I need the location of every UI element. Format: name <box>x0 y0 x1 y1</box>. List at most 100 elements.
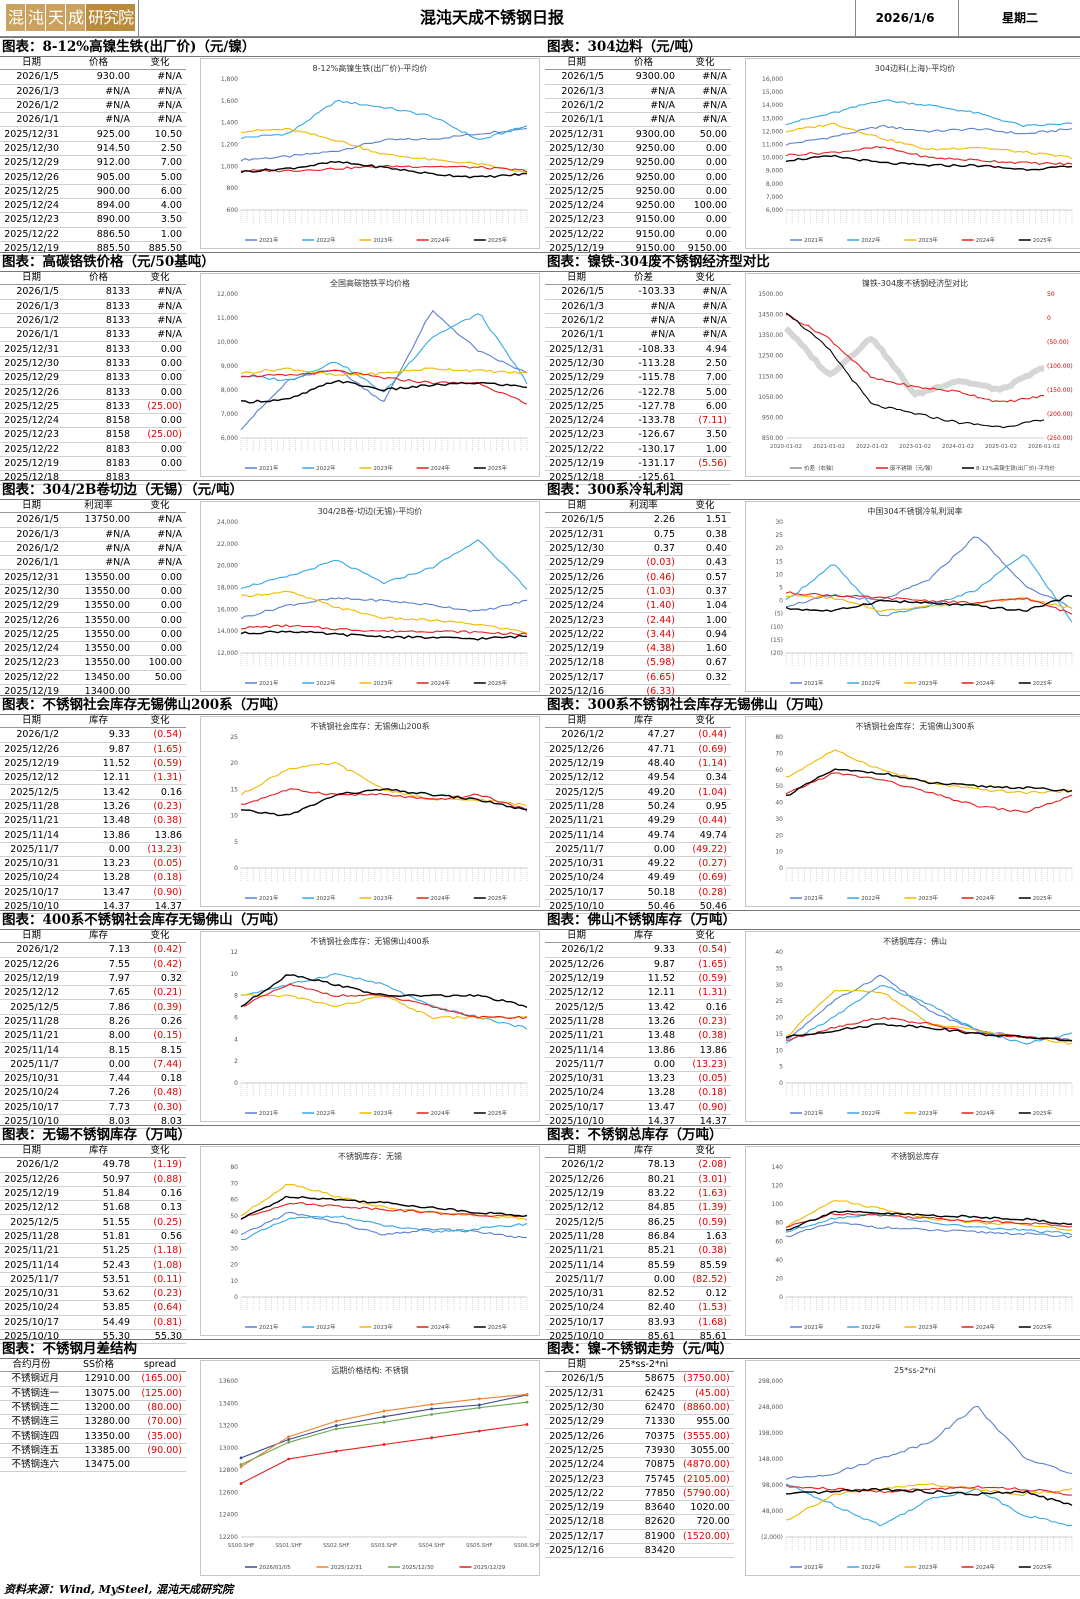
table-header-row: 日期 25*ss-2*ni <box>545 1358 734 1373</box>
series-line <box>785 594 1073 613</box>
table-cell: 8133 <box>63 356 134 372</box>
y-tick-label: 40 <box>775 800 783 807</box>
legend-label: 2021年 <box>804 236 824 244</box>
table-row: 2025/12/25 8133 (25.00) <box>0 399 186 414</box>
table-cell: #N/A <box>679 84 731 99</box>
table-cell: 2025/11/14 <box>0 1257 63 1273</box>
table-cell: 70375 <box>608 1428 679 1444</box>
table-row: 2025/12/12 7.65 (0.21) <box>0 985 186 1001</box>
legend-label: 2024年 <box>976 236 996 244</box>
table-cell: (0.44) <box>679 813 731 829</box>
y-tick-label: 198,000 <box>758 1430 783 1437</box>
table-cell: 2025/12/19 <box>545 1500 608 1516</box>
table-cell: 7.65 <box>63 985 134 1001</box>
table-row: 2025/12/19 (4.38) 1.60 <box>545 641 731 657</box>
table-cell: 50.24 <box>608 799 679 815</box>
table-cell: 7.97 <box>63 971 134 987</box>
table-cell: 52.43 <box>63 1257 134 1273</box>
table-cell: 1.00 <box>134 227 186 242</box>
y2-tick-label: (150.00) <box>1047 387 1073 394</box>
table-cell: 2025/12/30 <box>545 141 608 157</box>
table-cell: 8183 <box>63 456 134 472</box>
table-cell: #N/A <box>608 313 679 329</box>
y-tick-label: 12,000 <box>217 650 238 657</box>
table-cell: 2025/12/26 <box>545 384 608 400</box>
table-cell: 0.00 <box>679 141 731 157</box>
y-tick-label: 6 <box>234 1015 238 1022</box>
y-tick-label: 10 <box>230 971 238 978</box>
table-cell: (13.23) <box>679 1057 731 1072</box>
table-cell: 53.62 <box>63 1286 134 1302</box>
table-cell: (0.42) <box>134 942 186 958</box>
table-cell: 2025/10/24 <box>545 1085 608 1101</box>
table-cell: 47.27 <box>608 727 679 743</box>
table-row: 2025/10/24 49.49 (0.69) <box>545 870 731 886</box>
legend-label: 2024年 <box>976 1323 996 1331</box>
table-cell: 2026/1/2 <box>0 541 63 557</box>
series-line <box>241 590 528 634</box>
table-cell: 2025/12/18 <box>545 1514 608 1530</box>
table-cell: 83640 <box>608 1500 679 1516</box>
table-cell: 49.78 <box>63 1157 134 1173</box>
table-cell: (80.00) <box>134 1400 186 1416</box>
table-cell: 2025/12/30 <box>0 584 63 600</box>
y2-tick-label: (100.00) <box>1047 363 1073 370</box>
y-tick-label: 5 <box>779 585 783 592</box>
x-tick-label: 2020-01-02 <box>770 444 802 450</box>
table-cell: 55.30 <box>63 1329 134 1345</box>
table-row: 2025/12/24 894.00 4.00 <box>0 198 186 214</box>
table-cell: 2026/1/2 <box>545 1157 608 1173</box>
table-cell: 0.75 <box>608 527 679 542</box>
table-cell: 2025/12/25 <box>0 399 63 414</box>
legend-label: 2024年 <box>976 1109 996 1117</box>
table-cell: 2025/12/5 <box>545 1214 608 1230</box>
table-cell: 75745 <box>608 1471 679 1487</box>
table-row: 2026/1/2 7.13 (0.42) <box>0 942 186 958</box>
table-cell: 8183 <box>63 470 134 486</box>
table-cell: 2025/11/21 <box>0 813 63 829</box>
table-header-cell: 变化 <box>134 929 186 944</box>
table-row: 2025/12/29 (0.03) 0.43 <box>545 555 731 571</box>
panel-title: 图表：不锈钢总库存（万吨） <box>545 1125 1080 1145</box>
legend-label: 2023年 <box>373 464 393 472</box>
table-cell: 84.85 <box>608 1200 679 1216</box>
chart-title: 不锈钢库存：佛山 <box>883 936 947 946</box>
legend-label: 2024年 <box>431 894 451 902</box>
table-row: 2025/12/29 8133 0.00 <box>0 370 186 386</box>
table-cell: 12.11 <box>608 985 679 1001</box>
table-row: 2025/10/17 50.18 (0.28) <box>545 885 731 900</box>
table-cell: #N/A <box>608 84 679 99</box>
table-cell: 8133 <box>63 299 134 314</box>
table-cell: 2026/1/2 <box>0 942 63 958</box>
legend-label: 2023年 <box>918 1109 938 1117</box>
table-cell: (1.65) <box>134 742 186 757</box>
table-row: 2025/12/31 -108.33 4.94 <box>545 341 731 357</box>
table-cell: 13750.00 <box>63 512 134 528</box>
y-tick-label: 20,000 <box>217 563 238 570</box>
table-row: 2025/11/7 0.00 (13.23) <box>0 842 186 857</box>
table-cell: 2025/12/30 <box>0 141 63 157</box>
y-tick-label: 50 <box>230 1213 238 1220</box>
y-tick-label: 40 <box>775 949 783 956</box>
table-cell: 8133 <box>63 284 134 300</box>
chart-svg: 远期价格结构: 不锈钢 13600 13400 13200 13000 12800 1260… <box>219 1365 539 1571</box>
y-tick-label: 22,000 <box>217 541 238 548</box>
table-cell: 85.21 <box>608 1243 679 1259</box>
table-row: 2025/11/21 49.29 (0.44) <box>545 813 731 829</box>
table-row: 2026/1/2 47.27 (0.44) <box>545 727 731 743</box>
table-cell: 85.59 <box>679 1257 731 1273</box>
table-cell: 71330 <box>608 1414 679 1430</box>
legend-label: 2026/01/05 <box>259 1565 291 1571</box>
table-cell: 5.00 <box>134 169 186 185</box>
table-row: 2025/12/26 13550.00 0.00 <box>0 612 186 628</box>
table-header-cell: 价格 <box>608 56 679 71</box>
table-cell: (0.54) <box>679 942 731 958</box>
table-cell: 不锈钢连六 <box>0 1457 63 1473</box>
y-tick-label: 10 <box>775 849 783 856</box>
table-cell: (3555.00) <box>679 1428 734 1444</box>
table-cell: 86.25 <box>608 1214 679 1230</box>
series-line <box>240 1195 528 1220</box>
y-tick-label: 13000 <box>219 1445 238 1452</box>
table-cell: 13385.00 <box>63 1443 134 1459</box>
table-cell: (5.98) <box>608 655 679 671</box>
